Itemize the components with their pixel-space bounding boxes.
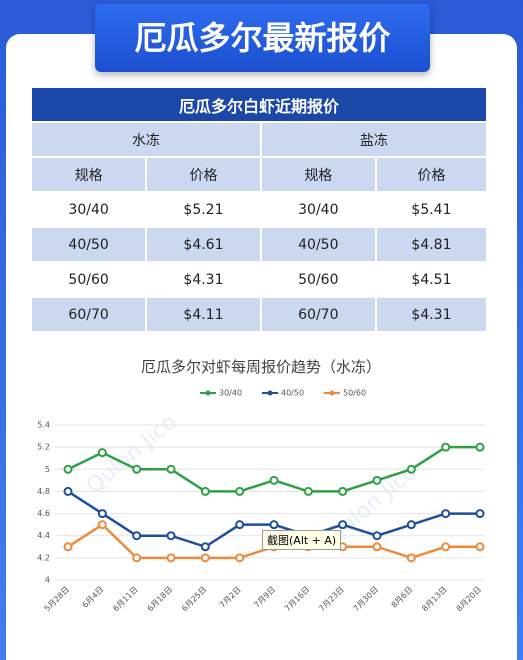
cell: 60/70 [32,298,148,331]
cell: $4.11 [147,298,262,331]
point [200,486,210,496]
x-tick-label: 8月6日 [390,585,415,610]
x-tick-label: 5月28日 [43,585,71,613]
table-title: 厄瓜多尔白虾近期报价 [32,88,486,121]
cell: 30/40 [32,193,148,226]
x-tick-label: 8月20日 [455,585,483,613]
column-header: 规格 [261,158,377,191]
point [200,553,210,563]
cell: $4.61 [147,228,262,261]
y-tick-label: 5.4 [37,421,50,430]
point [441,542,451,552]
point [269,475,279,485]
chart-title: 厄瓜多尔对虾每周报价趋势（水冻） [141,358,381,376]
column-header: 价格 [147,158,262,191]
point [475,442,485,452]
legend-marker [205,390,211,396]
table-row: 30/40 $5.21 30/40 $5.41 [32,193,486,226]
cell: 40/50 [261,228,377,261]
x-tick-label: 7月30日 [352,585,380,613]
cell: $5.41 [411,201,452,218]
point [166,553,176,563]
x-tick-label: 7月9日 [252,585,277,610]
y-tick-label: 4.8 [37,487,50,496]
cell: $5.21 [147,193,262,226]
y-tick-label: 4.4 [37,531,50,540]
point [406,520,416,530]
point [97,520,107,530]
point [132,531,142,541]
cell: 60/70 [261,298,377,331]
tooltip: 截图(Alt + A) [262,530,342,550]
x-tick-label: 7月2日 [218,585,243,610]
point [269,520,279,530]
group: 盐冻 [261,123,486,156]
column-header: 价格 [376,158,486,191]
y-tick-label: 4.6 [37,509,50,518]
x-tick-label: 6月11日 [111,585,139,613]
point [303,486,313,496]
point [97,509,107,519]
point [132,553,142,563]
x-tick-label: 6月4日 [81,585,106,610]
point [63,542,73,552]
point [132,464,142,474]
point [441,442,451,452]
point [97,448,107,458]
point [200,542,210,552]
point [372,531,382,541]
column-header: 规格 [32,158,148,191]
x-tick-label: 7月16日 [283,585,311,613]
point [475,542,485,552]
point [372,542,382,552]
point [235,486,245,496]
point [406,553,416,563]
point [166,531,176,541]
group: 水冻 [32,123,262,156]
x-tick-label: 6月25日 [180,585,208,613]
column-row: 规格 价格 规格 价格 [32,158,486,191]
point [338,486,348,496]
cell: 40/50 [32,228,148,261]
point [235,553,245,563]
cell: 50/60 [262,263,377,296]
cell: $4.51 [411,271,452,288]
cell: $4.81 [376,228,486,261]
point [63,486,73,496]
legend-label: 40/50 [281,389,304,398]
point [475,509,485,519]
x-tick-label: 6月18日 [146,585,174,613]
x-tick-label: 7月23日 [317,585,345,613]
legend-label: 50/60 [343,389,366,398]
banner-title: 厄瓜多尔最新报价 [95,4,430,72]
y-tick-label: 4 [45,576,50,585]
point [235,520,245,530]
point [372,475,382,485]
point [338,520,348,530]
y-tick-label: 4.2 [37,553,50,562]
price-table: 厄瓜多尔白虾近期报价 水冻 盐冻 规格 价格 规格 价格 30/40 $5.21 30/40… [32,86,486,333]
point [406,464,416,474]
legend-marker [267,390,273,396]
table-row: 60/70 $4.11 60/70 $4.31 [32,298,486,331]
y-tick-label: 5 [45,465,50,474]
point [63,464,73,474]
table-row: 50/60 $4.31 50/60 $4.51 [32,263,486,296]
cell: 50/60 [32,263,148,296]
cell: $4.31 [376,298,486,331]
x-tick-label: 8月13日 [420,585,448,613]
legend-marker [329,390,335,396]
legend-label: 30/40 [219,389,242,398]
point [441,509,451,519]
y-tick-label: 5.2 [37,443,50,452]
table-row: 40/50 $4.61 40/50 $4.81 [32,228,486,261]
point [166,464,176,474]
cell: 30/40 [262,193,377,226]
cell: $4.31 [147,263,262,296]
